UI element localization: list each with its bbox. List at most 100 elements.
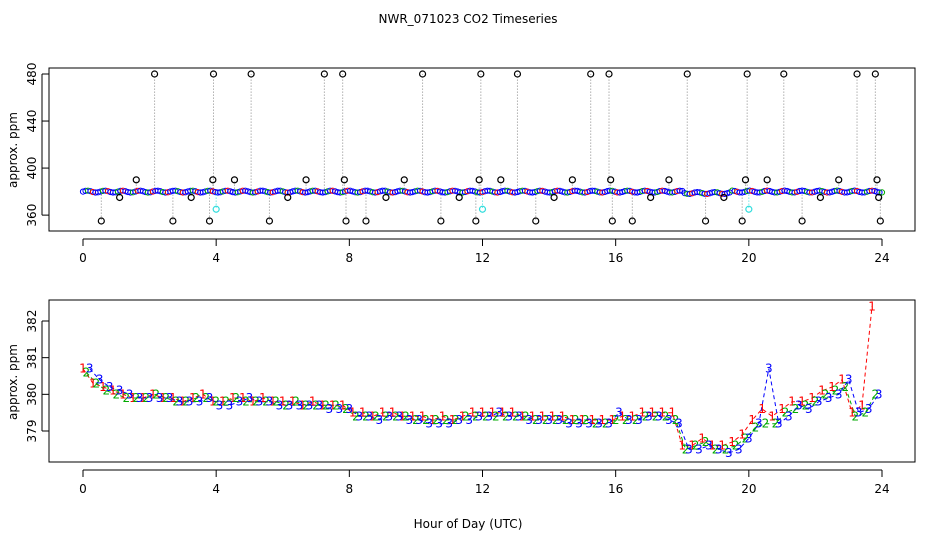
outlier-point — [284, 193, 292, 202]
series-3-point: 3 — [206, 391, 214, 405]
series-1-point: 1 — [239, 391, 247, 405]
series-3-point: 3 — [535, 413, 543, 427]
series-1-point: 1 — [858, 398, 866, 412]
series-3-point: 3 — [775, 417, 783, 431]
series-3-point: 3 — [385, 409, 393, 423]
outlier-point — [780, 70, 788, 78]
series-2-point: 2 — [462, 409, 470, 423]
top-x-axis: 0 4 8 12 16 20 24 — [79, 238, 890, 265]
series-1-point: 1 — [509, 406, 517, 420]
series-1-point: 1 — [818, 384, 826, 398]
series-1-point: 1 — [379, 406, 387, 420]
series-3-point: 3 — [575, 417, 583, 431]
series-2-point: 2 — [552, 413, 560, 427]
series-1-point: 1 — [529, 409, 537, 423]
series-1-point: 1 — [658, 406, 666, 420]
series-2-point: 2 — [92, 376, 100, 390]
series-1-point: 1 — [609, 413, 617, 427]
outlier-point — [665, 176, 673, 184]
series-2-point: 2 — [722, 442, 730, 456]
series-1-point: 1 — [419, 409, 427, 423]
outlier-point — [400, 176, 408, 184]
series-3-point: 3 — [166, 391, 174, 405]
series-3-point: 3 — [375, 413, 383, 427]
series-3-point: 3 — [845, 373, 853, 387]
series-3-point: 3 — [725, 446, 733, 460]
series-1-point: 1 — [788, 395, 796, 409]
x-tick-label: 24 — [874, 251, 889, 265]
series-3-point: 3 — [645, 409, 653, 423]
series-2-point: 2 — [142, 391, 150, 405]
series-2-point: 2 — [492, 409, 500, 423]
outlier-point — [132, 176, 140, 184]
series-1-point: 1 — [549, 409, 557, 423]
y-tick-label: 480 — [25, 63, 39, 86]
series-3-point: 3 — [785, 409, 793, 423]
series-1-point: 1 — [179, 395, 187, 409]
top-y-axis-label: approx. ppm — [6, 112, 20, 188]
series-2-point: 2 — [472, 409, 480, 423]
bottom-y-axis-label: approx. ppm — [6, 344, 20, 420]
series-3-point: 3 — [805, 402, 813, 416]
cyan-point — [745, 205, 753, 213]
x-tick-label: 4 — [212, 482, 220, 496]
series-2-point: 2 — [792, 402, 800, 416]
series-2-point: 2 — [682, 442, 690, 456]
series-3-point: 3 — [855, 406, 863, 420]
x-tick-label: 16 — [608, 482, 623, 496]
series-3-point: 3 — [126, 387, 134, 401]
outlier-point — [455, 193, 463, 202]
series-3-point: 3 — [136, 391, 144, 405]
series-1-point: 1 — [619, 409, 627, 423]
series-1-point: 1 — [269, 395, 277, 409]
series-1-point: 1 — [319, 398, 327, 412]
series-2-point: 2 — [162, 391, 170, 405]
series-1-point: 1 — [259, 391, 267, 405]
top-panel: 0 4 8 12 16 20 24 360 400 440 480 approx. ppm — [6, 63, 916, 265]
series-1-point: 1 — [399, 409, 407, 423]
series-2-point: 2 — [382, 409, 390, 423]
series-1-point: 1 — [349, 406, 357, 420]
y-tick-label: 379 — [25, 420, 39, 443]
series-2-point: 2 — [352, 409, 360, 423]
series-1-point: 1 — [708, 439, 716, 453]
series-3-point: 3 — [176, 395, 184, 409]
series-1-point: 1 — [339, 398, 347, 412]
outlier-point — [608, 217, 616, 225]
series-3-point: 3 — [765, 362, 773, 376]
series-3-point: 3 — [695, 442, 703, 456]
series-3-point: 3 — [116, 384, 124, 398]
series-2-point: 2 — [562, 413, 570, 427]
series-3-point: 3 — [815, 395, 823, 409]
series-1-point: 1 — [638, 406, 646, 420]
cyan-point — [478, 205, 487, 213]
series-2-point: 2 — [622, 413, 630, 427]
x-tick-label: 0 — [79, 482, 87, 496]
series-3-point: 3 — [595, 417, 603, 431]
series-2-point: 2 — [112, 387, 120, 401]
series-2-point: 2 — [822, 387, 830, 401]
series-3-point: 3 — [675, 417, 683, 431]
series-1-point: 1 — [868, 299, 876, 313]
series-2-point: 2 — [83, 365, 91, 379]
x-tick-label: 0 — [79, 251, 87, 265]
series-3-point: 3 — [326, 402, 334, 416]
series-2-point: 2 — [532, 413, 540, 427]
outlier-point — [472, 217, 480, 225]
bottom-x-axis: 0 4 8 12 16 20 24 — [79, 469, 890, 496]
series-1-point: 1 — [808, 391, 816, 405]
series-3-point: 3 — [735, 442, 743, 456]
x-tick-label: 24 — [874, 482, 889, 496]
series-2-point: 2 — [702, 435, 710, 449]
series-1-point: 1 — [838, 373, 846, 387]
series-3-point: 3 — [475, 409, 483, 423]
series-1-point: 1 — [119, 387, 127, 401]
series-2-point: 2 — [852, 409, 860, 423]
series-3-point: 3 — [485, 409, 493, 423]
series-2-point: 2 — [242, 395, 250, 409]
series-1-point: 1 — [429, 413, 437, 427]
series-3-point: 3 — [585, 417, 593, 431]
series-1-point: 1 — [479, 406, 487, 420]
x-tick-label: 20 — [741, 251, 756, 265]
series-2-point: 2 — [392, 409, 400, 423]
